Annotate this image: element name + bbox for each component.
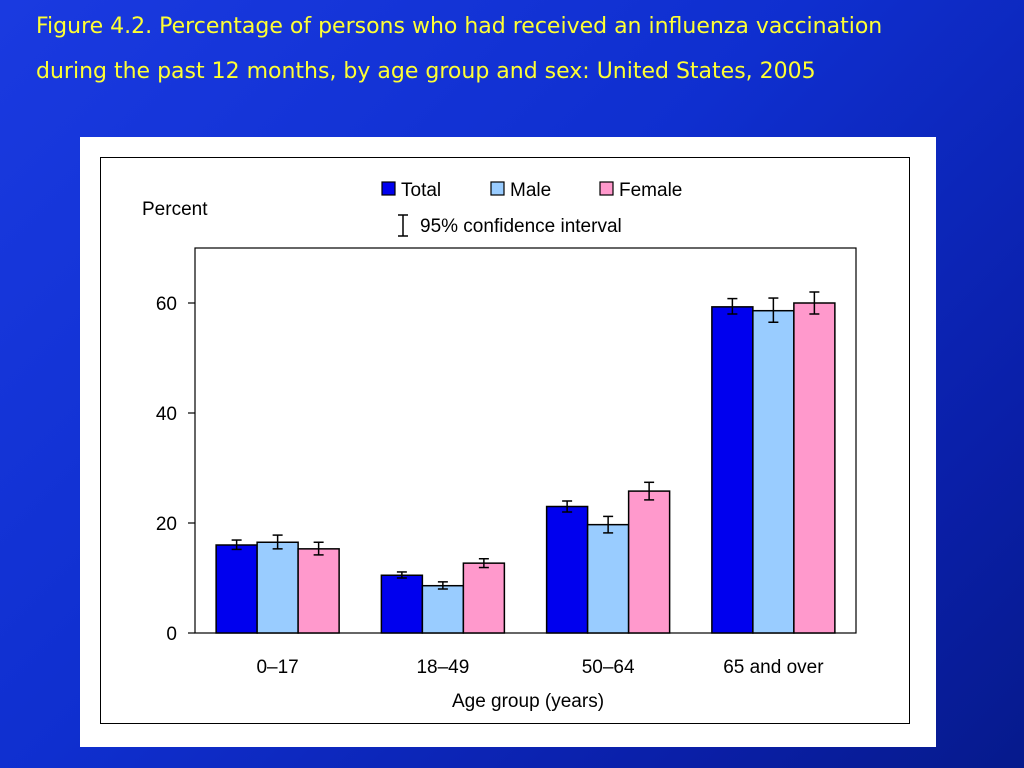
bar-male-0 xyxy=(256,541,299,634)
legend: Total Male Female 95% confidence interval xyxy=(381,180,682,237)
bar-female-0 xyxy=(297,548,340,634)
legend-label-male: Male xyxy=(510,180,551,201)
error-bars xyxy=(231,291,820,590)
y-tick-label: 60 xyxy=(156,294,177,315)
legend-swatch-male xyxy=(490,181,505,196)
bar-total-3 xyxy=(711,306,754,634)
bar-female-2 xyxy=(627,490,671,634)
bar-male-2 xyxy=(586,523,630,634)
x-tick-label: 0–17 xyxy=(256,657,298,678)
y-tick-label: 0 xyxy=(166,624,177,645)
bar-total-0 xyxy=(215,544,258,634)
y-axis-label: Percent xyxy=(142,199,208,220)
y-axis-ticks: 0 20 40 60 xyxy=(156,294,195,645)
bar-male-3 xyxy=(752,309,795,634)
plot-area xyxy=(194,247,857,634)
bar-total-1 xyxy=(380,574,424,634)
y-tick-label: 20 xyxy=(156,514,177,535)
x-tick-label: 50–64 xyxy=(582,657,635,678)
bar-female-3 xyxy=(793,302,836,634)
x-axis-tick-labels: 0–17 18–49 50–64 65 and over xyxy=(256,657,824,678)
slide-title: Figure 4.2. Percentage of persons who ha… xyxy=(36,14,883,84)
bar-female-1 xyxy=(462,562,506,634)
bar-male-1 xyxy=(421,584,465,634)
legend-label-total: Total xyxy=(401,180,441,201)
x-tick-label: 65 and over xyxy=(723,657,824,678)
legend-swatch-total xyxy=(381,181,396,196)
ci-legend-label: 95% confidence interval xyxy=(420,216,622,237)
bars xyxy=(215,302,836,634)
bar-total-2 xyxy=(545,505,589,634)
legend-swatch-female xyxy=(599,181,614,196)
x-axis-label: Age group (years) xyxy=(452,691,604,712)
y-tick-label: 40 xyxy=(156,404,177,425)
x-tick-label: 18–49 xyxy=(416,657,469,678)
legend-label-female: Female xyxy=(619,180,682,201)
